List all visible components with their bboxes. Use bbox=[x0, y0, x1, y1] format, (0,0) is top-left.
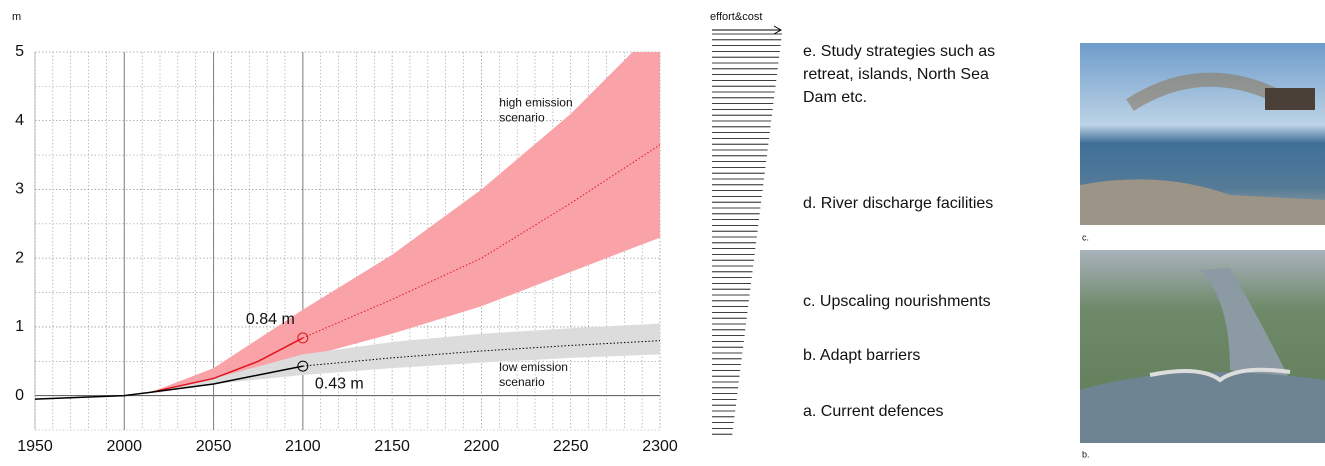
effort-label: effort&cost bbox=[710, 11, 762, 23]
y-unit: m bbox=[12, 11, 21, 23]
line bbox=[150, 337, 304, 393]
photo-c bbox=[1080, 43, 1325, 225]
line bbox=[34, 365, 304, 400]
point-label: 0.43 m bbox=[315, 375, 364, 392]
point-label: 0.84 m bbox=[246, 311, 295, 328]
photo-caption: b. bbox=[1082, 449, 1090, 459]
photo-b bbox=[1080, 250, 1325, 443]
line bbox=[302, 340, 661, 367]
uncertainty-band bbox=[151, 323, 660, 393]
x-tick-label: 1950 bbox=[17, 438, 53, 455]
x-tick-label: 2100 bbox=[285, 438, 321, 455]
uncertainty-band bbox=[151, 52, 660, 393]
effort-arrow-head bbox=[773, 25, 783, 35]
bands bbox=[151, 52, 660, 393]
x-tick-label: 2150 bbox=[374, 438, 410, 455]
x-tick-label: 2000 bbox=[106, 438, 142, 455]
point-marker bbox=[297, 360, 309, 372]
y-tick-label: 2 bbox=[15, 249, 24, 266]
y-tick-label: 1 bbox=[15, 318, 24, 335]
measure-item: a. Current defences bbox=[803, 403, 944, 420]
x-tick-label: 2050 bbox=[196, 438, 232, 455]
x-tick-label: 2300 bbox=[642, 438, 678, 455]
x-tick-label: 2250 bbox=[553, 438, 589, 455]
annotation: high emission scenario bbox=[499, 96, 572, 125]
measure-item: b. Adapt barriers bbox=[803, 347, 920, 364]
measure-item: d. River discharge facilities bbox=[803, 195, 993, 212]
y-tick-label: 0 bbox=[15, 387, 24, 404]
y-tick-label: 5 bbox=[15, 43, 24, 60]
y-tick-label: 4 bbox=[15, 112, 24, 129]
x-tick-label: 2200 bbox=[464, 438, 500, 455]
measure-item: e. Study strategies such as retreat, isla… bbox=[803, 43, 995, 106]
point-marker bbox=[297, 332, 309, 344]
y-tick-label: 3 bbox=[15, 181, 24, 198]
photo-caption: c. bbox=[1082, 232, 1089, 242]
measure-item: c. Upscaling nourishments bbox=[803, 293, 991, 310]
annotation: low emission scenario bbox=[499, 360, 568, 389]
